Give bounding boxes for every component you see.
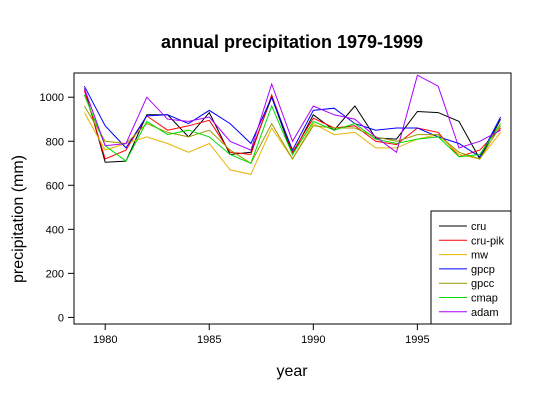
- y-tick-label-1000: 1000: [40, 92, 64, 104]
- x-axis-title: year: [276, 363, 308, 380]
- chart-title: annual precipitation 1979-1999: [161, 32, 423, 52]
- legend-label-cru-pik: cru-pik: [471, 235, 505, 247]
- series-line-cmap: [83, 94, 502, 164]
- y-axis-title: precipitation (mm): [10, 155, 27, 283]
- series-line-gpcc: [83, 105, 502, 165]
- legend-label-cmap: cmap: [471, 293, 498, 305]
- y-tick-label-400: 400: [46, 224, 64, 236]
- x-tick-label-1985: 1985: [197, 334, 221, 346]
- series-layer: [83, 74, 502, 175]
- legend-label-adam: adam: [471, 307, 499, 319]
- legend-label-mw: mw: [471, 250, 488, 262]
- y-tick-label-200: 200: [46, 268, 64, 280]
- y-tick-label-800: 800: [46, 136, 64, 148]
- y-tick-label-0: 0: [58, 312, 64, 324]
- legend-label-gpcc: gpcc: [471, 278, 495, 290]
- legend-label-gpcp: gpcp: [471, 264, 495, 276]
- y-tick-label-600: 600: [46, 180, 64, 192]
- series-line-cru-pik: [83, 90, 501, 160]
- legend-label-cru: cru: [471, 221, 486, 233]
- x-tick-label-1995: 1995: [405, 334, 429, 346]
- x-tick-label-1980: 1980: [93, 334, 117, 346]
- series-line-gpcp: [83, 85, 502, 158]
- legend-box: [430, 210, 512, 325]
- x-tick-label-1990: 1990: [301, 334, 325, 346]
- axes-layer: 1980 1985 1990 1995 0 200 400 600 800 1000: [40, 92, 430, 346]
- legend: cru cru-pik mw gpcp gpcc cmap adam: [430, 210, 512, 325]
- plot-area-frame: [73, 72, 512, 325]
- series-line-adam: [83, 74, 501, 154]
